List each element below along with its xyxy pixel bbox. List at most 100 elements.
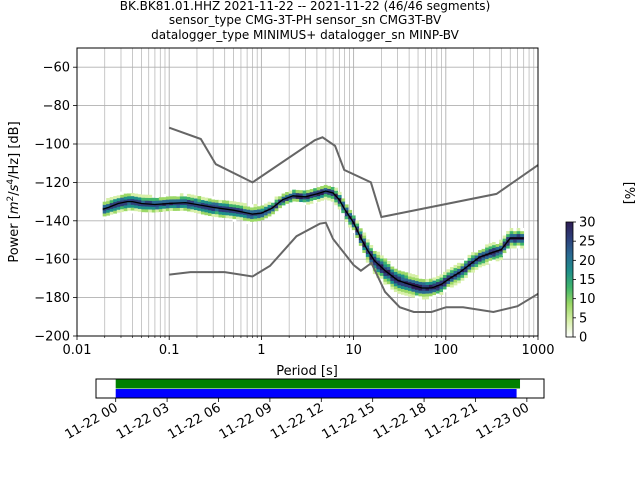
heatmap-cell [418, 284, 423, 288]
heatmap-cell [323, 184, 328, 189]
heatmap-cell [471, 252, 475, 256]
heatmap-cell [106, 206, 111, 210]
heatmap-cell [253, 209, 258, 213]
heatmap-cell [211, 210, 216, 214]
heatmap-cell [299, 198, 303, 203]
heatmap-cell [393, 268, 398, 272]
heatmap-cell [495, 243, 500, 247]
heatmap-cell [365, 242, 370, 246]
heatmap-cell [506, 248, 510, 252]
heatmap-cell [141, 206, 146, 210]
heatmap-cell [425, 281, 430, 285]
heatmap-cell [383, 258, 388, 262]
heatmap-cell [499, 251, 503, 255]
heatmap-cell [460, 277, 465, 281]
heatmap-cell [425, 290, 430, 294]
heatmap-cell [460, 274, 465, 278]
heatmap-cell [313, 191, 318, 195]
heatmap-cell [467, 257, 472, 261]
heatmap-cell [239, 208, 244, 212]
low-noise-model-line [169, 221, 539, 314]
heatmap-cell [144, 200, 149, 204]
heatmap-cell [243, 203, 247, 207]
heatmap-cell [179, 196, 184, 200]
heatmap-cell [464, 271, 468, 276]
heatmap-cell [221, 200, 226, 204]
heatmap-cell [250, 210, 254, 214]
heatmap-cell [499, 256, 503, 261]
heatmap-cell [520, 245, 525, 249]
heatmap-cell [239, 205, 244, 209]
heatmap-cell [453, 279, 458, 283]
heatmap-cell [407, 293, 412, 297]
heatmap-cell [393, 271, 398, 275]
heatmap-cell [499, 254, 503, 258]
heatmap-cell [344, 213, 349, 217]
heatmap-cell [246, 206, 251, 210]
heatmap-cell [369, 250, 374, 254]
heatmap-cell [186, 202, 191, 206]
heatmap-cell [113, 198, 118, 203]
heatmap-cell [200, 196, 205, 201]
heatmap-cell [186, 205, 191, 209]
x-tick-label: 0.1 [159, 343, 180, 358]
heatmap-cell [502, 252, 507, 256]
heatmap-cell [460, 260, 465, 264]
heatmap-cell [421, 284, 426, 289]
heatmap-cell [344, 218, 349, 222]
heatmap-cell [327, 185, 332, 190]
heatmap-cell [151, 197, 156, 201]
heatmap-cell [137, 197, 142, 201]
heatmap-cell [407, 290, 412, 294]
heatmap-cell [407, 281, 412, 286]
heatmap-cell [481, 251, 486, 255]
heatmap-cell [341, 207, 346, 211]
heatmap-cell [323, 190, 328, 194]
x-axis-ticks: 0.01 0.1 1 10 100 1000 [63, 336, 555, 358]
heatmap-cell [102, 204, 107, 208]
heatmap-cell [453, 264, 458, 269]
heatmap-cell [488, 248, 493, 253]
heatmap-cell [274, 208, 279, 212]
heatmap-cell [102, 201, 107, 205]
heatmap-cell [369, 259, 374, 263]
heatmap-cell [400, 288, 405, 292]
heatmap-cell [113, 201, 118, 205]
heatmap-cell [106, 198, 111, 202]
heatmap-cell [179, 193, 184, 197]
title: BK.BK81.01.HHZ 2021-11-22 -- 2021-11-22 … [120, 0, 491, 42]
heatmap-cell [428, 293, 433, 297]
timeline-tick-label: 11-22 09 [217, 400, 275, 442]
heatmap-cell [183, 201, 188, 206]
heatmap-cell [123, 193, 128, 197]
heatmap-cell [162, 196, 167, 201]
colorbar-tick-label: 0 [579, 331, 587, 346]
heatmap-cell [358, 234, 363, 238]
heatmap-cell [369, 245, 374, 249]
heatmap-cell [292, 189, 296, 193]
heatmap-cell [474, 260, 479, 265]
heatmap-cell [221, 211, 226, 215]
heatmap-cell [127, 207, 132, 211]
heatmap-cell [439, 291, 444, 295]
heatmap-cell [334, 199, 339, 203]
heatmap-cell [204, 214, 209, 219]
heatmap-cell [351, 215, 356, 219]
heatmap-cell [218, 202, 223, 206]
heatmap-cell [200, 205, 205, 209]
heatmap-cell [397, 282, 402, 286]
heatmap-cell [327, 191, 332, 195]
heatmap-cell [400, 274, 405, 278]
heatmap-cell [239, 202, 244, 206]
heatmap-cell [116, 197, 121, 202]
heatmap-cell [130, 192, 135, 197]
y-tick-label: −60 [43, 61, 70, 76]
heatmap-cell [492, 241, 496, 246]
heatmap-cell [407, 273, 412, 277]
heatmap-cell [334, 187, 339, 191]
heatmap-cell [214, 199, 219, 203]
heatmap-cell [116, 192, 121, 196]
heatmap-cell [221, 203, 226, 207]
heatmap-cell [102, 213, 107, 217]
y-tick-label: −100 [34, 138, 70, 153]
